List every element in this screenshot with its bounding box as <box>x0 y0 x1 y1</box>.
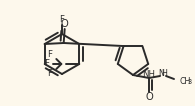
Text: N: N <box>158 68 164 77</box>
Text: F: F <box>47 50 52 59</box>
Text: 3: 3 <box>187 80 191 86</box>
Text: NH: NH <box>142 70 155 79</box>
Text: O: O <box>145 92 153 102</box>
Text: O: O <box>61 19 69 29</box>
Text: F: F <box>47 70 52 79</box>
Text: H: H <box>161 68 167 77</box>
Text: F: F <box>44 59 49 68</box>
Text: CH: CH <box>179 77 190 86</box>
Text: F: F <box>59 15 65 24</box>
